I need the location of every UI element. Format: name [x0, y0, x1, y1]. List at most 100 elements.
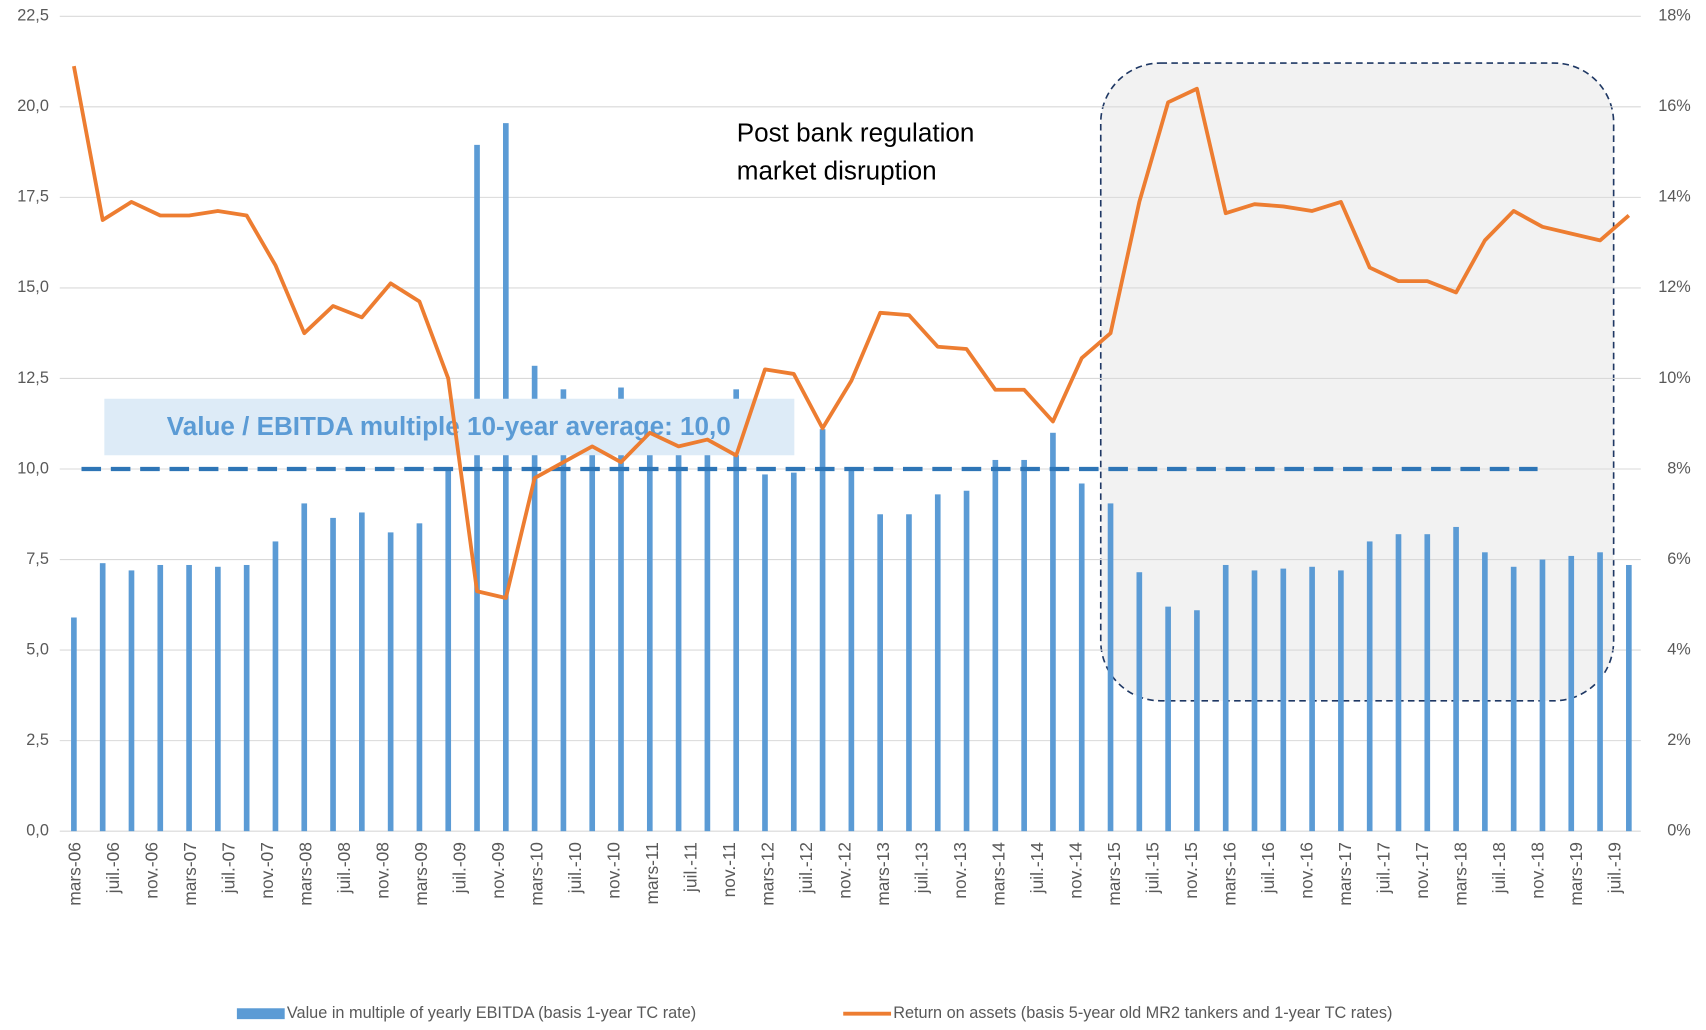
bar: [502, 123, 509, 832]
bar: [186, 564, 192, 832]
x-tick-label: mars-14: [989, 842, 1009, 906]
x-tick-label: mars-09: [411, 842, 431, 906]
bar: [71, 617, 77, 832]
bar: [531, 365, 538, 832]
x-tick-label: nov.-16: [1296, 842, 1316, 899]
bar: [359, 512, 365, 832]
y-tick-label: 5,0: [26, 640, 49, 658]
bar: [877, 514, 883, 832]
bar: [934, 494, 941, 832]
y-tick-label: 17,5: [17, 188, 49, 206]
y-tick-label: 20,0: [17, 97, 49, 115]
x-tick-label: mars-07: [180, 842, 200, 906]
bar: [445, 469, 452, 832]
x-tick-label: nov.-13: [950, 842, 970, 899]
x-tick-label: nov.-18: [1527, 842, 1547, 899]
bar: [387, 532, 394, 832]
x-tick-label: juil.-19: [1604, 842, 1624, 894]
legend-swatch: [236, 1008, 285, 1020]
x-tick-label: juil.-16: [1258, 842, 1278, 894]
bar: [560, 389, 567, 832]
x-tick-label: mars-19: [1566, 842, 1586, 906]
x-tick-label: mars-15: [1104, 842, 1124, 906]
x-tick-label: juil.-10: [565, 842, 585, 894]
bar: [243, 564, 250, 832]
x-tick-label: juil.-14: [1027, 842, 1047, 895]
bar: [215, 566, 221, 832]
bar: [474, 144, 480, 832]
x-tick-label: juil.-08: [334, 842, 354, 894]
reference-label: Value / EBITDA multiple 10-year average:…: [167, 411, 731, 441]
bar: [906, 514, 912, 832]
y-tick-label: 12,5: [17, 369, 49, 387]
bar: [675, 450, 682, 832]
x-tick-label: nov.-17: [1412, 842, 1432, 899]
x-tick-label: juil.-06: [103, 842, 123, 894]
x-tick-label: nov.-06: [142, 842, 162, 899]
bar: [1050, 432, 1056, 832]
bar: [1453, 526, 1459, 832]
y2-tick-label: 14%: [1658, 188, 1691, 206]
bar: [618, 387, 624, 832]
bar: [589, 432, 596, 832]
x-tick-label: juil.-13: [912, 842, 932, 894]
annotation: market disruption: [737, 156, 937, 186]
bar: [128, 570, 135, 832]
x-tick-label: juil.-11: [681, 842, 701, 893]
bar: [1136, 572, 1143, 832]
bar: [1107, 503, 1114, 832]
x-tick-label: juil.-17: [1373, 842, 1393, 894]
x-tick-label: nov.-10: [604, 842, 624, 899]
x-tick-label: nov.-07: [257, 842, 277, 899]
bar: [992, 459, 999, 832]
bar: [1482, 552, 1488, 832]
bar: [1222, 564, 1229, 832]
y2-tick-label: 4%: [1667, 640, 1691, 658]
x-tick-label: mars-06: [65, 842, 85, 906]
bar: [1539, 559, 1546, 832]
marks: Value / EBITDA multiple 10-year average:…: [71, 65, 1632, 832]
y-tick-label: 15,0: [17, 278, 49, 296]
bar: [848, 467, 855, 832]
bar: [1309, 566, 1315, 832]
y-tick-label: 0,0: [26, 821, 49, 839]
y2-tick-label: 18%: [1658, 7, 1691, 25]
annotation: Post bank regulation: [737, 118, 975, 148]
bar: [819, 429, 826, 832]
x-tick-label: mars-08: [296, 842, 316, 906]
y-tick-label: 7,5: [26, 550, 49, 568]
x-tick-label: juil.-15: [1142, 842, 1162, 894]
bar: [99, 563, 106, 832]
bar: [272, 541, 279, 832]
x-tick-label: nov.-12: [835, 842, 855, 899]
bar: [330, 517, 336, 832]
bar: [1424, 534, 1431, 832]
y2-tick-label: 2%: [1667, 731, 1691, 749]
x-tick-label: nov.-15: [1181, 842, 1201, 899]
line: [72, 65, 1631, 600]
bar: [790, 472, 797, 832]
x-tick-label: nov.-14: [1065, 842, 1085, 899]
bar: [1510, 566, 1517, 832]
bar: [1395, 534, 1402, 832]
y-tick-label: 10,0: [17, 459, 49, 477]
bar: [733, 389, 740, 832]
bar: [1568, 555, 1575, 832]
x-tick-label: nov.-08: [373, 842, 393, 899]
highlight-region: [1099, 62, 1615, 702]
bar: [1626, 564, 1632, 832]
y2-tick-label: 8%: [1667, 459, 1691, 477]
bar: [762, 474, 768, 832]
y2-tick-label: 12%: [1658, 278, 1691, 296]
bar: [1366, 541, 1373, 832]
bar: [1280, 568, 1287, 832]
bar: [1194, 610, 1200, 832]
x-tick-label: juil.-12: [796, 842, 816, 894]
bar: [1165, 606, 1171, 832]
x-tick-label: nov.-11: [719, 842, 739, 897]
bar: [646, 440, 653, 832]
x-tick-label: juil.-09: [450, 842, 470, 894]
y2-tick-label: 6%: [1667, 550, 1691, 568]
bar: [963, 490, 970, 832]
